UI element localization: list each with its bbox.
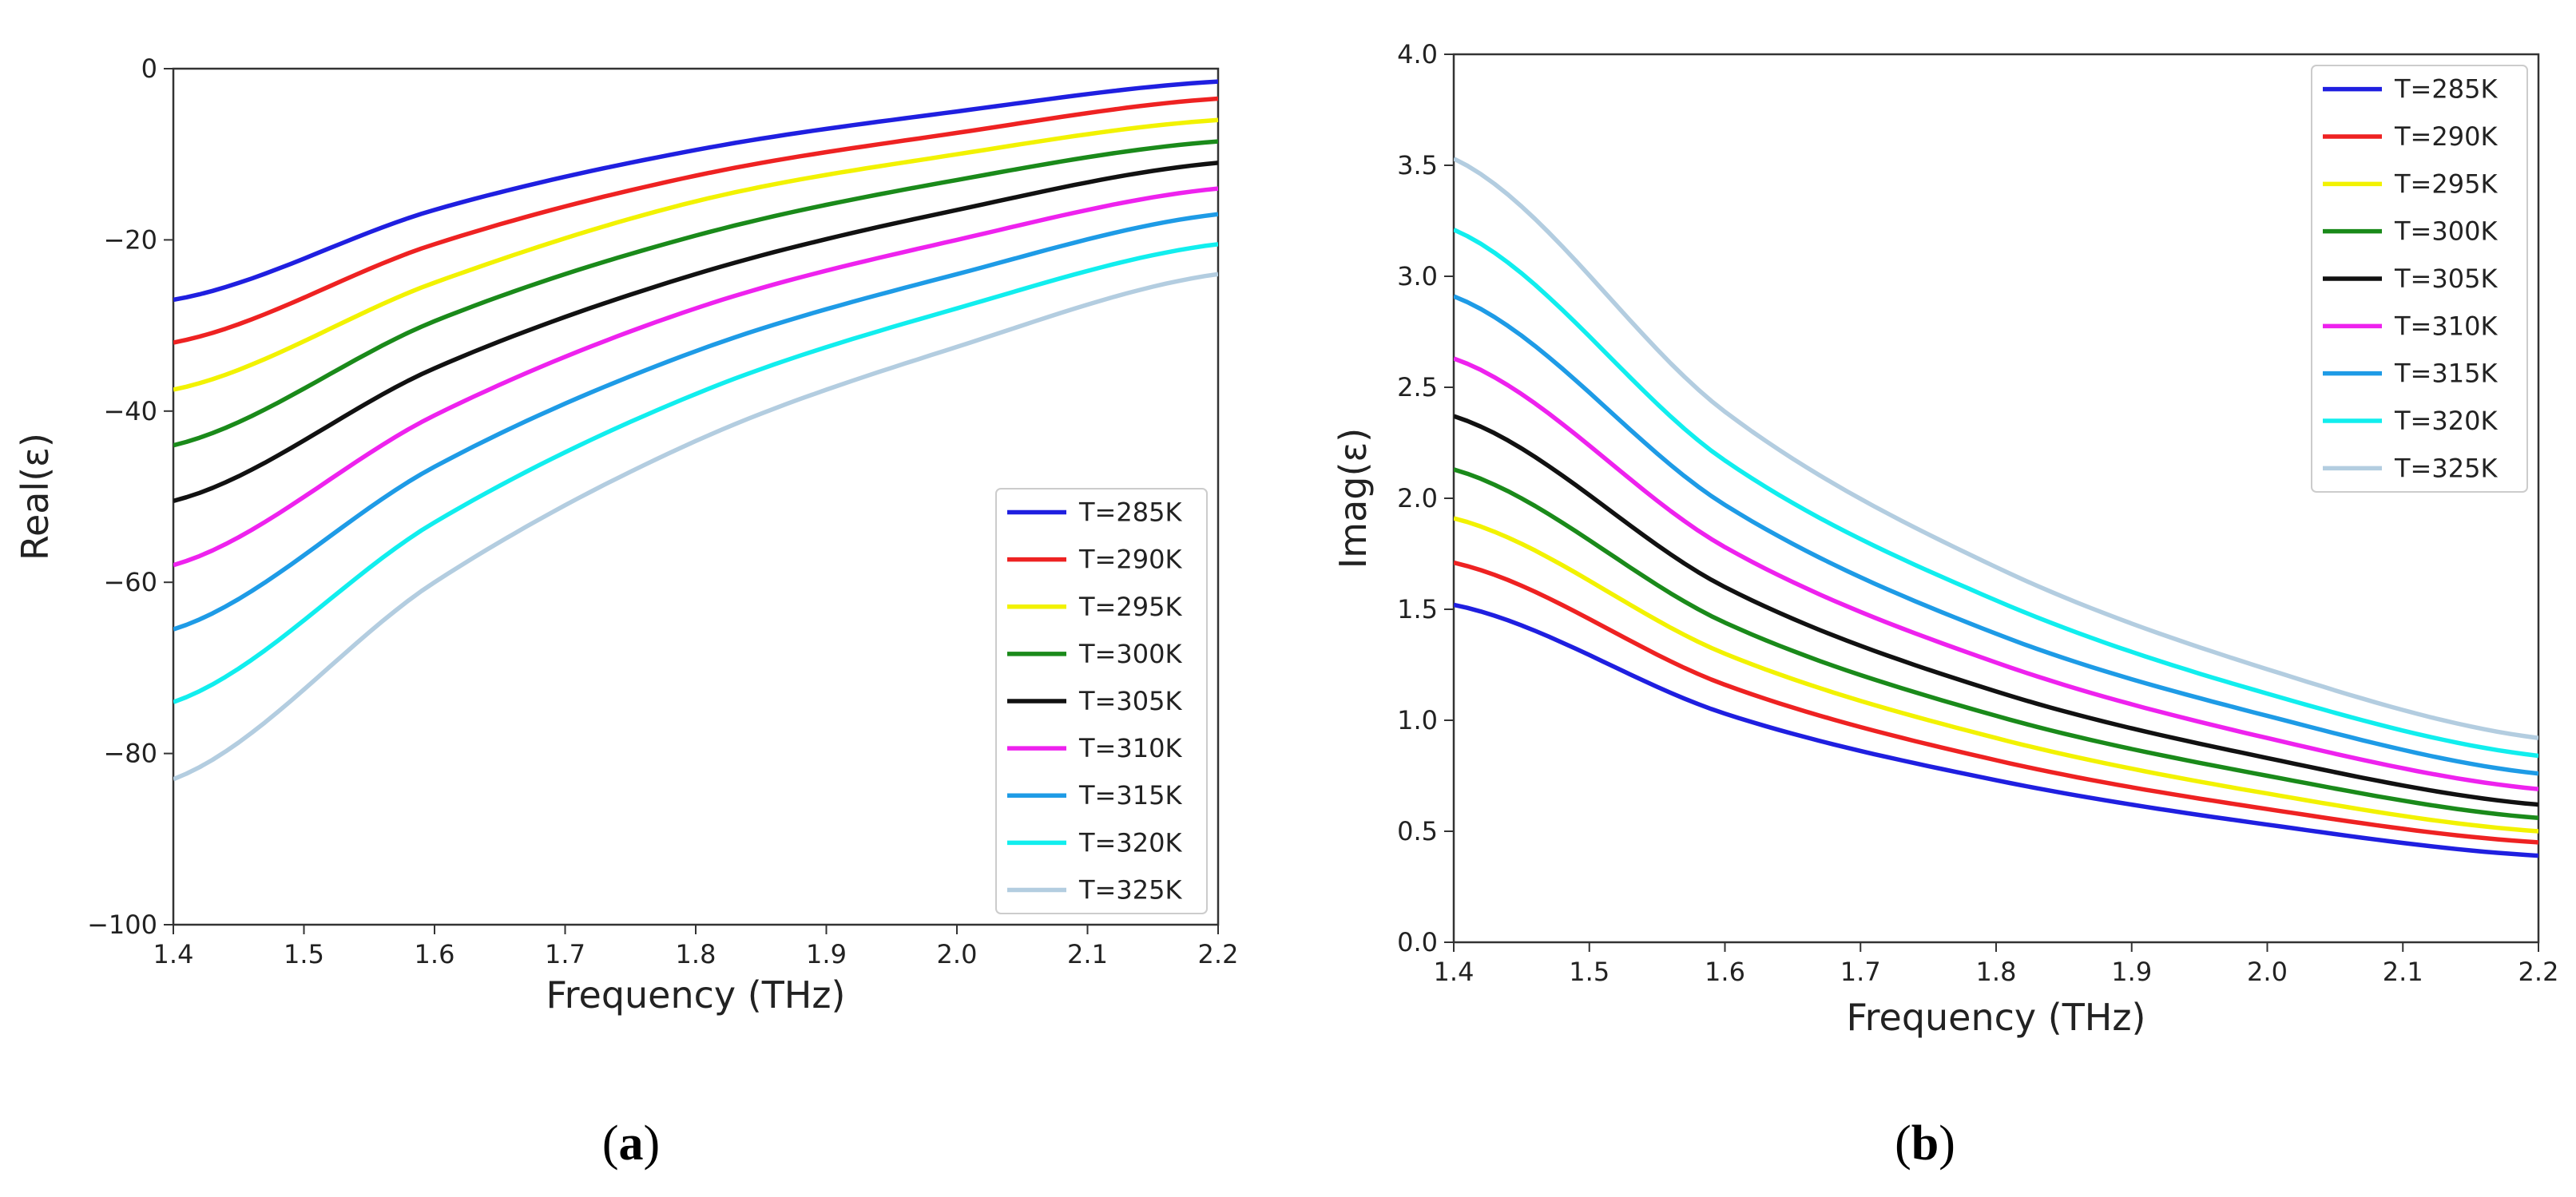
y-tick-label: −80 bbox=[103, 739, 157, 769]
legend-entry-label: T=320K bbox=[2394, 406, 2498, 436]
series-line-t300k bbox=[173, 139, 1218, 448]
x-tick-label: 1.4 bbox=[1434, 957, 1475, 987]
series-line-t285k bbox=[1454, 602, 2538, 858]
x-tick-label: 2.2 bbox=[1198, 939, 1239, 969]
series-line-t320k bbox=[1454, 228, 2538, 759]
series-line-t300k bbox=[1454, 467, 2538, 821]
panel-caption: (a) bbox=[602, 1116, 660, 1171]
legend-box bbox=[995, 488, 1208, 914]
series-line-t305k bbox=[173, 161, 1218, 504]
y-tick-label: −20 bbox=[103, 224, 157, 255]
x-tick-label: 1.9 bbox=[806, 939, 847, 969]
series-line-t320k bbox=[173, 242, 1218, 704]
y-tick-label: 3.5 bbox=[1397, 150, 1438, 180]
x-tick-label: 1.9 bbox=[2111, 957, 2152, 987]
series-line-t295k bbox=[1454, 516, 2538, 834]
series-line-t310k bbox=[1454, 356, 2538, 791]
panel-caption: (b) bbox=[1895, 1116, 1955, 1171]
x-axis-label: Frequency (THz) bbox=[1847, 996, 2146, 1039]
legend-entry-label: T=315K bbox=[1078, 780, 1182, 811]
series-line-t305k bbox=[1454, 414, 2538, 807]
y-tick-label: 1.0 bbox=[1397, 705, 1438, 735]
y-tick-label: 3.0 bbox=[1397, 261, 1438, 291]
caption-close-paren: ) bbox=[644, 1116, 661, 1171]
legend-entry-label: T=315K bbox=[2394, 359, 2498, 389]
series-line-t285k bbox=[173, 79, 1218, 303]
y-tick-label: 0.5 bbox=[1397, 816, 1438, 846]
y-tick-label: 0.0 bbox=[1397, 927, 1438, 957]
legend-entry-label: T=300K bbox=[1078, 639, 1182, 669]
y-tick-label: 0 bbox=[141, 54, 157, 84]
x-tick-label: 2.0 bbox=[937, 939, 978, 969]
legend-entry-label: T=310K bbox=[1078, 733, 1182, 763]
legend-entry-label: T=305K bbox=[2394, 264, 2498, 294]
legend-entry-label: T=295K bbox=[2394, 168, 2498, 199]
y-tick-label: 2.5 bbox=[1397, 372, 1438, 402]
caption-open-paren: ( bbox=[602, 1116, 619, 1171]
x-tick-label: 1.6 bbox=[415, 939, 455, 969]
series-line-t290k bbox=[173, 96, 1218, 345]
legend-entry-label: T=285K bbox=[2394, 74, 2498, 105]
legend-entry-label: T=295K bbox=[1078, 592, 1182, 622]
x-tick-label: 1.6 bbox=[1705, 957, 1745, 987]
x-tick-label: 1.5 bbox=[1569, 957, 1610, 987]
x-tick-label: 1.8 bbox=[1976, 957, 2017, 987]
legend-entry-label: T=285K bbox=[1078, 497, 1182, 528]
x-tick-label: 2.1 bbox=[1067, 939, 1108, 969]
y-tick-label: 1.5 bbox=[1397, 594, 1438, 624]
x-tick-label: 1.8 bbox=[676, 939, 716, 969]
legend-entry-label: T=325K bbox=[2394, 453, 2498, 483]
legend-entry-label: T=290K bbox=[1078, 545, 1182, 575]
series-line-t325k bbox=[1454, 157, 2538, 740]
x-tick-label: 1.7 bbox=[1840, 957, 1881, 987]
y-tick-label: −60 bbox=[103, 567, 157, 597]
x-tick-label: 1.4 bbox=[153, 939, 194, 969]
y-axis-label: Real(ε) bbox=[14, 433, 57, 561]
y-tick-label: −40 bbox=[103, 396, 157, 426]
series-line-t315k bbox=[173, 212, 1218, 632]
x-tick-label: 1.5 bbox=[284, 939, 324, 969]
panel-b: 1.4 1.5 1.6 1.7 1.8 1.9 2.0 2.1 2.2 0.0 0.5 1.0 1.5 2… bbox=[1332, 39, 2558, 1171]
legend-entry-label: T=320K bbox=[1078, 827, 1182, 858]
legend-entry-label: T=290K bbox=[2394, 121, 2498, 152]
y-axis-label: Imag(ε) bbox=[1332, 428, 1375, 569]
legend-entry-label: T=325K bbox=[1078, 874, 1182, 905]
series-line-t295k bbox=[173, 117, 1218, 392]
series-line-t310k bbox=[173, 186, 1218, 568]
caption-letter: a bbox=[619, 1116, 644, 1171]
legend-entry-label: T=310K bbox=[2394, 311, 2498, 341]
x-tick-label: 2.2 bbox=[2518, 957, 2559, 987]
series-group bbox=[1454, 157, 2538, 858]
series-group bbox=[173, 79, 1218, 782]
panel-a: 1.4 1.5 1.6 1.7 1.8 1.9 2.0 2.1 2.2 0 −20 −40 −60 −80… bbox=[14, 54, 1238, 1171]
series-line-t290k bbox=[1454, 560, 2538, 845]
x-tick-label: 1.7 bbox=[545, 939, 585, 969]
caption-letter: b bbox=[1911, 1116, 1939, 1171]
caption-close-paren: ) bbox=[1939, 1116, 1955, 1171]
legend-entry-label: T=300K bbox=[2394, 216, 2498, 247]
caption-open-paren: ( bbox=[1895, 1116, 1911, 1171]
x-tick-label: 2.0 bbox=[2247, 957, 2288, 987]
y-tick-label: 2.0 bbox=[1397, 483, 1438, 513]
legend: T=285K T=290K T=295K T=300K T=305K T=310K T=31… bbox=[2311, 65, 2528, 493]
y-tick-label: 4.0 bbox=[1397, 39, 1438, 69]
legend-box bbox=[2311, 65, 2528, 493]
legend: T=285K T=290K T=295K T=300K T=305K T=310K T=31… bbox=[995, 488, 1208, 914]
x-axis-label: Frequency (THz) bbox=[546, 973, 846, 1017]
legend-entry-label: T=305K bbox=[1078, 686, 1182, 716]
series-line-t325k bbox=[173, 272, 1218, 782]
series-line-t315k bbox=[1454, 294, 2538, 776]
x-tick-label: 2.1 bbox=[2383, 957, 2423, 987]
y-tick-label: −100 bbox=[87, 910, 157, 940]
